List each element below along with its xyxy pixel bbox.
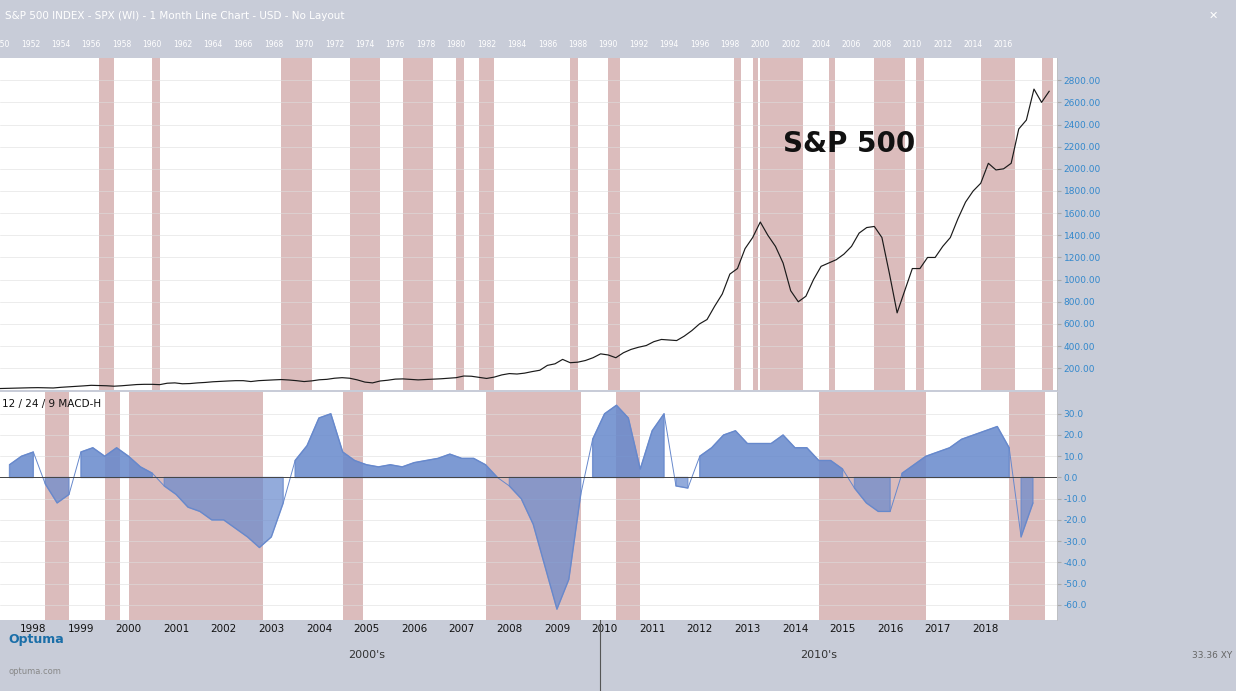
Text: 1970: 1970	[294, 40, 314, 49]
Text: 2000: 2000	[750, 40, 770, 49]
Text: 1996: 1996	[690, 40, 709, 49]
Text: ✕: ✕	[1209, 10, 1219, 21]
Bar	[734, 58, 742, 390]
Text: 1958: 1958	[112, 40, 131, 49]
Bar	[818, 392, 926, 620]
Bar	[282, 58, 311, 390]
Text: 1964: 1964	[203, 40, 222, 49]
Bar	[403, 58, 434, 390]
Bar	[350, 58, 381, 390]
Text: 1990: 1990	[598, 40, 618, 49]
Text: 1962: 1962	[173, 40, 192, 49]
Bar	[480, 58, 494, 390]
Bar	[753, 58, 758, 390]
Bar	[617, 392, 640, 620]
Text: S&P 500: S&P 500	[784, 130, 916, 158]
Bar	[570, 58, 577, 390]
Text: 12 / 24 / 9 MACD-H: 12 / 24 / 9 MACD-H	[2, 399, 101, 409]
Text: 1966: 1966	[234, 40, 253, 49]
Text: 2016: 2016	[994, 40, 1014, 49]
Bar	[456, 58, 464, 390]
Text: 1980: 1980	[446, 40, 466, 49]
Text: 2008: 2008	[873, 40, 891, 49]
Text: 2010's: 2010's	[800, 650, 837, 661]
Bar	[760, 58, 803, 390]
Text: 2012: 2012	[933, 40, 952, 49]
Text: 1992: 1992	[629, 40, 648, 49]
Text: 2000's: 2000's	[349, 650, 386, 661]
Text: 2004: 2004	[811, 40, 831, 49]
Text: 2002: 2002	[781, 40, 800, 49]
Bar	[1009, 392, 1044, 620]
Bar	[1042, 58, 1053, 390]
Text: 33.36 XY: 33.36 XY	[1192, 651, 1232, 660]
Text: 1972: 1972	[325, 40, 344, 49]
Bar	[916, 58, 923, 390]
Text: 1956: 1956	[82, 40, 101, 49]
Bar	[980, 58, 1015, 390]
Text: 1950: 1950	[0, 40, 10, 49]
Text: 1984: 1984	[507, 40, 527, 49]
Bar	[874, 58, 905, 390]
Bar	[105, 392, 120, 620]
Text: 1974: 1974	[355, 40, 375, 49]
Text: 1986: 1986	[538, 40, 557, 49]
Bar	[46, 392, 69, 620]
Text: 1988: 1988	[569, 40, 587, 49]
Text: Optuma: Optuma	[9, 633, 64, 646]
Bar	[152, 58, 159, 390]
Text: 2010: 2010	[902, 40, 922, 49]
Text: optuma.com: optuma.com	[9, 667, 62, 676]
Bar	[486, 392, 581, 620]
Bar	[129, 392, 263, 620]
Text: S&P 500 INDEX - SPX (WI) - 1 Month Line Chart - USD - No Layout: S&P 500 INDEX - SPX (WI) - 1 Month Line …	[5, 10, 345, 21]
Text: 1968: 1968	[265, 40, 283, 49]
Bar	[608, 58, 619, 390]
Text: 1998: 1998	[721, 40, 739, 49]
Text: 1978: 1978	[417, 40, 435, 49]
Text: 1976: 1976	[386, 40, 405, 49]
Text: 2006: 2006	[842, 40, 861, 49]
Text: 2014: 2014	[964, 40, 983, 49]
Bar	[342, 392, 362, 620]
Text: - 0.00: - 0.00	[1033, 394, 1057, 403]
Text: 1994: 1994	[659, 40, 679, 49]
Bar	[828, 58, 836, 390]
Text: 1982: 1982	[477, 40, 496, 49]
Bar	[99, 58, 114, 390]
Text: 1960: 1960	[142, 40, 162, 49]
Text: 1954: 1954	[51, 40, 70, 49]
Text: 1952: 1952	[21, 40, 40, 49]
